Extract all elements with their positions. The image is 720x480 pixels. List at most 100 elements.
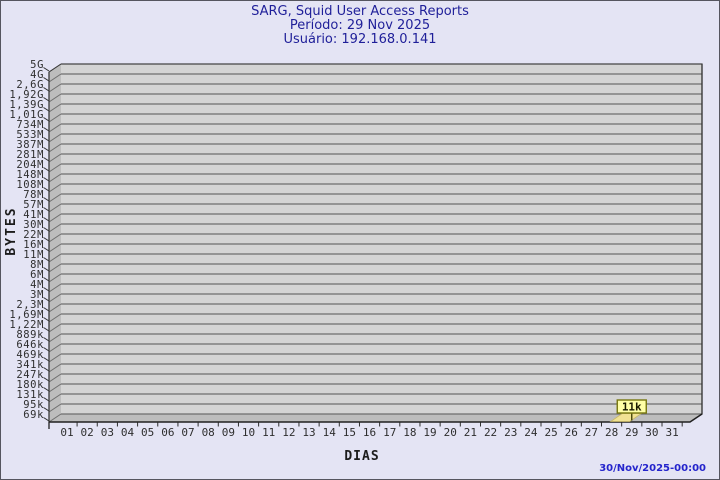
y-tick-label: 1,69M [9, 309, 44, 321]
x-tick-label: 01 [60, 426, 73, 439]
wall-gridline-diagonal [48, 243, 62, 253]
wall-gridline-diagonal [48, 333, 62, 343]
value-tooltip [616, 399, 647, 414]
y-tick [43, 377, 50, 382]
y-tick-label: 341k [16, 359, 44, 371]
wall-gridline-diagonal [48, 173, 62, 183]
y-tick-label: 78M [23, 189, 44, 201]
y-tick-label: 16M [23, 239, 44, 251]
wall-gridline-diagonal [48, 363, 62, 373]
wall-gridline-diagonal [48, 193, 62, 203]
y-tick [43, 217, 50, 222]
y-tick-label: 5G [30, 59, 44, 71]
x-tick-label: 03 [101, 426, 114, 439]
x-tick-label: 31 [665, 426, 678, 439]
wall-gridline-diagonal [48, 373, 62, 383]
wall-gridline-diagonal [48, 343, 62, 353]
x-tick-label: 14 [323, 426, 337, 439]
x-tick-label: 24 [524, 426, 538, 439]
x-tick-label: 28 [605, 426, 618, 439]
y-tick-label: 148M [16, 169, 44, 181]
y-tick-label: 4G [30, 69, 44, 81]
y-tick-label: 1,22M [9, 319, 44, 331]
wall-gridline-diagonal [48, 353, 62, 363]
wall-gridline-diagonal [48, 313, 62, 323]
y-tick [43, 97, 50, 102]
y-tick [43, 167, 50, 172]
x-tick-label: 11 [262, 426, 275, 439]
wall-gridline-diagonal [48, 283, 62, 293]
wall-gridline-diagonal [48, 143, 62, 153]
wall-gridline-diagonal [48, 83, 62, 93]
x-tick-label: 20 [444, 426, 457, 439]
y-tick [43, 387, 50, 392]
y-tick-label: 69k [23, 409, 44, 421]
wall-gridline-diagonal [48, 413, 62, 423]
x-tick-label: 23 [504, 426, 517, 439]
wall-gridline-diagonal [48, 253, 62, 263]
x-tick-label: 26 [565, 426, 578, 439]
x-tick-label: 02 [81, 426, 94, 439]
wall-gridline-diagonal [48, 153, 62, 163]
x-tick-label: 07 [181, 426, 194, 439]
y-tick-label: 204M [16, 159, 44, 171]
y-tick [43, 317, 50, 322]
x-tick-label: 18 [403, 426, 416, 439]
y-tick [43, 137, 50, 142]
wall-gridline-diagonal [48, 203, 62, 213]
y-tick-label: 646k [16, 339, 44, 351]
x-tick-label: 17 [383, 426, 396, 439]
y-tick [43, 147, 50, 152]
y-tick [43, 117, 50, 122]
y-tick [43, 327, 50, 332]
y-tick-label: 30M [23, 219, 44, 231]
x-tick-label: 10 [242, 426, 255, 439]
y-tick [43, 127, 50, 132]
x-tick-label: 12 [282, 426, 295, 439]
wall-gridline-diagonal [48, 133, 62, 143]
y-tick [43, 397, 50, 402]
y-axis-title: BYTES [4, 206, 19, 255]
x-tick-label: 16 [363, 426, 376, 439]
wall-gridline-diagonal [48, 103, 62, 113]
x-tick-label: 15 [343, 426, 356, 439]
x-tick-label: 25 [544, 426, 557, 439]
x-tick-label: 27 [585, 426, 598, 439]
wall-gridline-diagonal [48, 213, 62, 223]
wall-top-edge [48, 63, 62, 73]
y-tick [43, 277, 50, 282]
y-tick-label: 3M [30, 289, 44, 301]
wall-gridline-diagonal [48, 163, 62, 173]
y-tick-label: 6M [30, 269, 44, 281]
wall-gridline-diagonal [48, 403, 62, 413]
y-tick [43, 407, 50, 412]
wall-gridline-diagonal [48, 123, 62, 133]
y-tick-label: 41M [23, 209, 44, 221]
x-tick-label: 22 [484, 426, 497, 439]
wall-gridline-diagonal [48, 263, 62, 273]
wall-gridline-diagonal [48, 113, 62, 123]
y-tick-label: 281M [16, 149, 44, 161]
y-tick-label: 247k [16, 369, 44, 381]
y-tick [43, 207, 50, 212]
y-tick [43, 367, 50, 372]
plot-area [61, 64, 702, 414]
chart-left-wall [49, 64, 61, 422]
x-tick-label: 09 [222, 426, 235, 439]
y-tick [43, 187, 50, 192]
x-tick-label: 06 [161, 426, 174, 439]
x-tick-label: 29 [625, 426, 638, 439]
wall-gridline-diagonal [48, 383, 62, 393]
y-tick [43, 227, 50, 232]
y-tick-label: 131k [16, 389, 44, 401]
x-tick-label: 05 [141, 426, 154, 439]
y-tick-label: 4M [30, 279, 44, 291]
wall-gridline-diagonal [48, 93, 62, 103]
y-tick [43, 347, 50, 352]
y-tick [43, 77, 50, 82]
y-tick [43, 197, 50, 202]
x-tick-label: 13 [302, 426, 315, 439]
y-tick-label: 1,01G [9, 109, 44, 121]
